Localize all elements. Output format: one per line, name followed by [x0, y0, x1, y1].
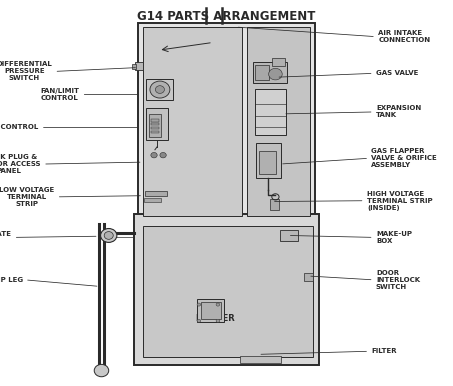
Text: DOOR
INTERLOCK
SWITCH: DOOR INTERLOCK SWITCH [376, 270, 420, 290]
Circle shape [94, 364, 109, 377]
Bar [151, 123, 159, 125]
Text: FILTER: FILTER [371, 348, 397, 354]
Text: CONDENSATE
OUTLET: CONDENSATE OUTLET [0, 231, 11, 244]
Text: DIFFERENTIAL
PRESSURE
SWITCH: DIFFERENTIAL PRESSURE SWITCH [0, 61, 52, 81]
Circle shape [151, 152, 157, 158]
Circle shape [160, 152, 166, 158]
Bar [255, 89, 286, 135]
Bar [270, 199, 279, 210]
Text: HIGH VOLTAGE
TERMINAL STRIP
(INSIDE): HIGH VOLTAGE TERMINAL STRIP (INSIDE) [367, 191, 433, 211]
Bar [197, 299, 224, 322]
Circle shape [197, 319, 201, 322]
Bar [143, 226, 313, 357]
Circle shape [216, 303, 220, 306]
Bar [253, 62, 287, 83]
Bar [247, 27, 310, 216]
Bar [138, 23, 315, 220]
Bar [132, 64, 136, 69]
Text: G14 PARTS ARRANGEMENT: G14 PARTS ARRANGEMENT [137, 10, 316, 23]
Text: AIR INTAKE
CONNECTION: AIR INTAKE CONNECTION [378, 30, 430, 43]
Text: GAS VALVE: GAS VALVE [376, 70, 419, 76]
Bar [149, 114, 161, 137]
Text: IGNITION CONTROL: IGNITION CONTROL [0, 124, 39, 130]
Circle shape [197, 303, 201, 306]
Bar [144, 198, 161, 202]
Bar [151, 119, 159, 122]
Bar [143, 27, 242, 216]
Bar [255, 65, 269, 80]
Bar [151, 131, 159, 133]
Circle shape [104, 232, 113, 239]
Bar [145, 191, 167, 196]
Bar [259, 151, 276, 174]
Bar [151, 127, 159, 129]
Text: BLOWER: BLOWER [195, 314, 235, 323]
Bar [256, 143, 281, 178]
Text: LOW VOLTAGE
TERMINAL
STRIP: LOW VOLTAGE TERMINAL STRIP [0, 187, 54, 207]
Text: MAKE-UP
BOX: MAKE-UP BOX [376, 231, 412, 244]
Bar [304, 273, 313, 281]
Bar [134, 214, 319, 365]
Circle shape [216, 319, 220, 322]
Bar [280, 230, 298, 241]
Bar [201, 302, 221, 319]
Text: GAS FLAPPER
VALVE & ORIFICE
ASSEMBLY: GAS FLAPPER VALVE & ORIFICE ASSEMBLY [371, 148, 437, 168]
Bar [146, 108, 168, 140]
Circle shape [269, 68, 282, 80]
Circle shape [150, 81, 170, 98]
Text: EXPANSION
TANK: EXPANSION TANK [376, 105, 421, 119]
Bar [240, 356, 281, 363]
Circle shape [155, 86, 164, 93]
Circle shape [101, 229, 117, 242]
Bar [272, 58, 285, 66]
Text: DRIP LEG: DRIP LEG [0, 277, 23, 283]
Text: FAN/LIMIT
CONTROL: FAN/LIMIT CONTROL [40, 88, 79, 101]
Bar [146, 79, 173, 100]
Text: SPARK PLUG &
SENSOR ACCESS
PANEL: SPARK PLUG & SENSOR ACCESS PANEL [0, 154, 41, 174]
Bar [135, 62, 143, 70]
